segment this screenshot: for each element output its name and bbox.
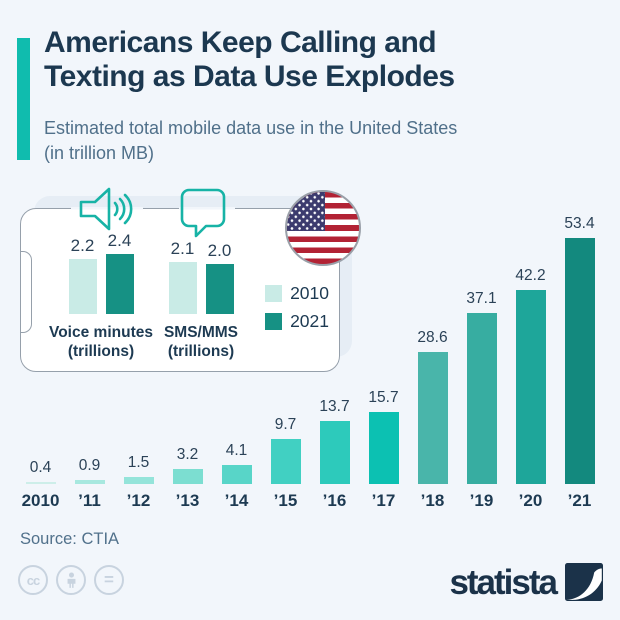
title-line-2: Texting as Data Use Explodes: [44, 60, 455, 93]
bar: [466, 313, 497, 484]
title-line-1: Americans Keep Calling and: [44, 26, 437, 59]
inset-category-label: SMS/MMS (trillions): [163, 324, 239, 360]
bar: [368, 411, 399, 484]
bar-value-label: 0.4: [29, 459, 52, 476]
chart-subtitle: Estimated total mobile data use in the U…: [44, 116, 457, 166]
inset-bar: [205, 264, 234, 314]
bar-column: 37.1 ’19: [457, 204, 506, 510]
year-label: ’19: [469, 491, 494, 510]
bar-value-label: 4.1: [225, 442, 248, 460]
legend-item: 2021: [265, 311, 329, 332]
speaker-icon: [79, 187, 133, 231]
license-icons: cc =: [18, 565, 124, 595]
bar-column: 9.7 ’15: [261, 204, 310, 510]
inset-group: 2.1 2.0 SMS/MMS (trillions): [139, 239, 263, 362]
bar-column: 0.4 2010: [16, 204, 65, 510]
flag-canton: [287, 192, 325, 231]
bar-value-label: 28.6: [417, 329, 448, 347]
equals-icon: =: [94, 565, 124, 595]
bar-value-label: 37.1: [466, 290, 497, 308]
legend-swatch: [265, 313, 283, 330]
bar-column: 0.9 ’11: [65, 204, 114, 510]
inset-bar: [105, 254, 134, 314]
year-label: ’15: [273, 491, 298, 510]
inset-category-label: Voice minutes (trillions): [49, 324, 153, 360]
legend-label: 2010: [290, 283, 329, 303]
inset-bars: 2.1 2.0: [139, 238, 263, 314]
statista-logo-mark: [565, 563, 603, 601]
bar-value-label: 3.2: [176, 446, 199, 464]
cc-icon: cc: [18, 565, 48, 595]
bar-value-label: 0.9: [78, 456, 101, 474]
us-flag-icon: [285, 190, 361, 266]
title-accent-bar: [17, 38, 30, 160]
bar: [172, 469, 203, 484]
bar-column: 1.5 ’12: [114, 204, 163, 510]
inset-bars: 2.2 2.4: [39, 231, 163, 314]
bar-column: 42.2 ’20: [506, 204, 555, 510]
bar: [515, 289, 546, 484]
inset-value-label: 2.4: [107, 231, 132, 250]
bar-value-label: 15.7: [368, 388, 399, 406]
bar-value-label: 53.4: [564, 215, 595, 233]
bar: [564, 238, 595, 484]
phone-button-notch: [21, 251, 32, 333]
bar-column: 13.7 ’16: [310, 204, 359, 510]
bar: [25, 482, 56, 484]
inset-bar-stack: 2.2: [68, 236, 97, 314]
bar: [319, 420, 350, 484]
year-label: 2010: [21, 491, 60, 510]
statista-wordmark: statista: [449, 562, 558, 602]
inset-legend: 2010 2021: [265, 283, 329, 332]
legend-label: 2021: [290, 311, 329, 331]
inset-bar: [168, 261, 197, 314]
inset-group: 2.2 2.4 Voice minutes (trillions): [39, 231, 163, 361]
inset-bar: [68, 259, 97, 314]
bar-value-label: 9.7: [274, 416, 297, 434]
inset-bar-stack: 2.4: [105, 231, 134, 314]
statista-logo: statista: [449, 563, 603, 601]
year-label: ’17: [371, 491, 396, 510]
inset-value-label: 2.0: [207, 241, 232, 260]
inset-bar-stack: 2.1: [168, 238, 197, 314]
year-label: ’13: [175, 491, 200, 510]
year-label: ’16: [322, 491, 347, 510]
page-title: Americans Keep Calling and Texting as Dat…: [44, 26, 455, 94]
bar-column: 28.6 ’18: [408, 204, 457, 510]
border-gap-bubble: [179, 206, 235, 212]
legend-swatch: [265, 285, 283, 302]
source-text: Source: CTIA: [20, 530, 120, 548]
year-label: ’18: [420, 491, 445, 510]
bar: [417, 352, 448, 484]
year-label: ’12: [126, 491, 151, 510]
subtitle-line-2: (in trillion MB): [44, 143, 155, 163]
bar-column: 15.7 ’17: [359, 204, 408, 510]
attribution-icon: [56, 565, 86, 595]
inset-value-label: 2.1: [170, 238, 195, 258]
phone-inset-card: 2.2 2.4 Voice minutes (trillions) 2.1 2.0 SMS…: [20, 187, 361, 372]
bar-value-label: 1.5: [127, 454, 150, 472]
inset-value-label: 2.2: [70, 236, 95, 255]
legend-item: 2010: [265, 283, 329, 304]
year-label: ’14: [224, 491, 249, 510]
bar-column: 4.1 ’14: [212, 204, 261, 510]
bar-value-label: 13.7: [319, 397, 350, 415]
bar: [270, 439, 301, 484]
bar: [123, 477, 154, 484]
bar-column: 53.4 ’21: [555, 204, 604, 510]
inset-bar-stack: 2.0: [205, 241, 234, 314]
subtitle-line-1: Estimated total mobile data use in the U…: [44, 118, 458, 138]
bar-column: 3.2 ’13: [163, 204, 212, 510]
bar: [221, 465, 252, 484]
year-label: ’20: [518, 491, 543, 510]
speech-bubble-icon: [180, 188, 226, 238]
main-bar-chart: 0.4 2010 0.9 ’11 1.5 ’12 3.2 ’13 4.1 ’14 9.7 ’15 13.…: [16, 204, 604, 510]
border-gap-speaker: [71, 206, 143, 212]
year-label: ’21: [567, 491, 592, 510]
bar-value-label: 42.2: [515, 266, 546, 284]
year-label: ’11: [78, 491, 101, 510]
bar: [74, 479, 105, 484]
